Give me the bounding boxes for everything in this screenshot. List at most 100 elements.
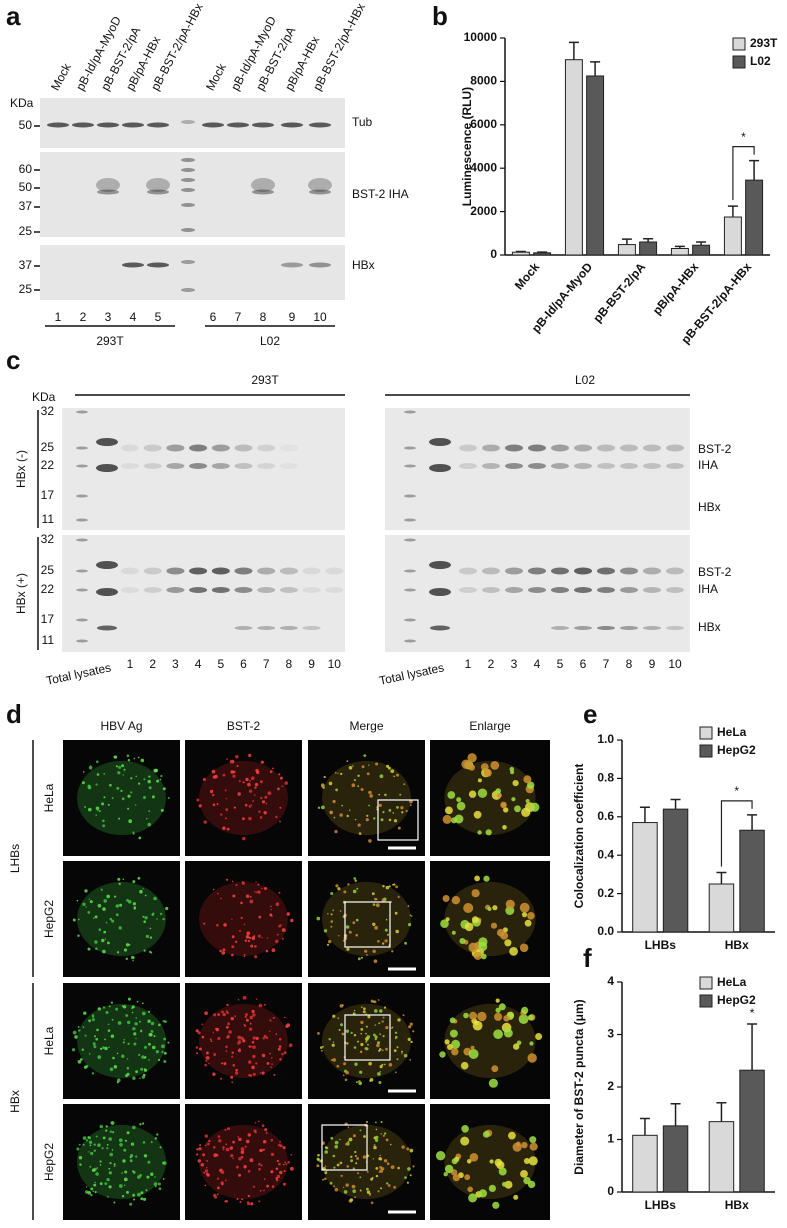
puncta	[225, 1045, 228, 1049]
puncta	[360, 1020, 364, 1025]
puncta	[411, 915, 413, 917]
puncta	[340, 1174, 343, 1177]
lane-number: 2	[149, 657, 156, 671]
puncta	[225, 1179, 227, 1182]
puncta	[339, 910, 342, 912]
puncta	[133, 757, 136, 760]
lane-number: 9	[289, 310, 296, 324]
puncta	[361, 1006, 363, 1008]
puncta	[153, 1035, 156, 1038]
puncta	[91, 1018, 95, 1022]
lane-number: 5	[155, 310, 162, 324]
puncta	[116, 786, 120, 790]
puncta	[163, 1037, 167, 1041]
puncta	[380, 1133, 382, 1135]
puncta	[162, 787, 166, 791]
puncta	[83, 1011, 87, 1015]
puncta	[87, 1136, 90, 1139]
puncta	[101, 802, 105, 806]
puncta	[363, 1007, 366, 1010]
puncta	[118, 765, 122, 769]
puncta	[334, 830, 338, 834]
puncta	[195, 1029, 199, 1033]
band	[325, 587, 344, 593]
band	[252, 122, 274, 128]
zoom-box	[344, 901, 391, 948]
puncta	[373, 1033, 376, 1037]
puncta	[357, 1172, 359, 1175]
puncta	[353, 1046, 357, 1049]
puncta	[265, 1036, 269, 1039]
puncta	[213, 1153, 218, 1158]
puncta	[248, 1027, 253, 1031]
lane-label: Total lysates	[378, 660, 445, 687]
puncta	[442, 814, 452, 824]
lane-number: 8	[260, 310, 267, 324]
band	[429, 464, 451, 472]
puncta	[349, 1198, 354, 1202]
puncta	[359, 1070, 363, 1074]
puncta	[212, 1072, 216, 1076]
puncta	[82, 1143, 85, 1146]
error-bar	[639, 1117, 650, 1136]
puncta	[397, 895, 400, 899]
puncta	[129, 1156, 132, 1159]
puncta	[403, 783, 406, 786]
puncta	[113, 1165, 116, 1167]
puncta	[226, 1036, 229, 1039]
puncta	[282, 1146, 286, 1150]
puncta	[329, 1181, 333, 1185]
puncta	[396, 773, 399, 777]
puncta	[130, 791, 133, 794]
puncta	[392, 884, 394, 886]
puncta	[435, 1151, 446, 1161]
puncta	[85, 1139, 89, 1142]
group-label: 293T	[96, 334, 124, 348]
puncta	[95, 806, 100, 811]
puncta	[357, 774, 360, 777]
puncta	[284, 781, 289, 785]
puncta	[278, 891, 281, 894]
puncta	[490, 922, 498, 929]
puncta	[523, 1176, 531, 1185]
puncta	[368, 790, 372, 795]
puncta	[126, 1058, 129, 1060]
band	[96, 464, 118, 472]
puncta	[273, 1073, 276, 1076]
puncta	[132, 1076, 136, 1080]
band	[97, 189, 119, 195]
puncta	[213, 1193, 217, 1198]
puncta	[127, 997, 131, 1001]
puncta	[353, 877, 357, 880]
puncta	[353, 779, 356, 782]
puncta	[206, 1159, 209, 1162]
puncta	[409, 914, 412, 917]
puncta	[139, 1123, 142, 1126]
puncta	[113, 1201, 116, 1204]
puncta	[379, 1033, 381, 1035]
puncta	[332, 1041, 335, 1043]
puncta	[505, 899, 515, 909]
band	[257, 567, 276, 575]
puncta	[118, 817, 121, 820]
puncta	[143, 949, 146, 952]
puncta	[102, 907, 106, 911]
puncta	[374, 1035, 378, 1039]
puncta	[380, 1187, 383, 1190]
y-tick-label: 0.6	[597, 809, 614, 823]
band	[76, 588, 88, 592]
puncta	[271, 1170, 274, 1173]
bar	[639, 241, 658, 256]
puncta	[368, 1061, 372, 1066]
y-axis-label: Colocalization coefficient	[572, 764, 586, 909]
puncta	[337, 772, 339, 774]
puncta	[222, 773, 226, 777]
puncta	[82, 1026, 85, 1029]
puncta	[449, 1029, 458, 1038]
puncta	[353, 1009, 356, 1012]
puncta	[360, 788, 364, 791]
puncta	[132, 1193, 136, 1197]
puncta	[77, 1029, 81, 1032]
puncta	[393, 775, 396, 778]
row-label: HeLa	[42, 783, 56, 812]
